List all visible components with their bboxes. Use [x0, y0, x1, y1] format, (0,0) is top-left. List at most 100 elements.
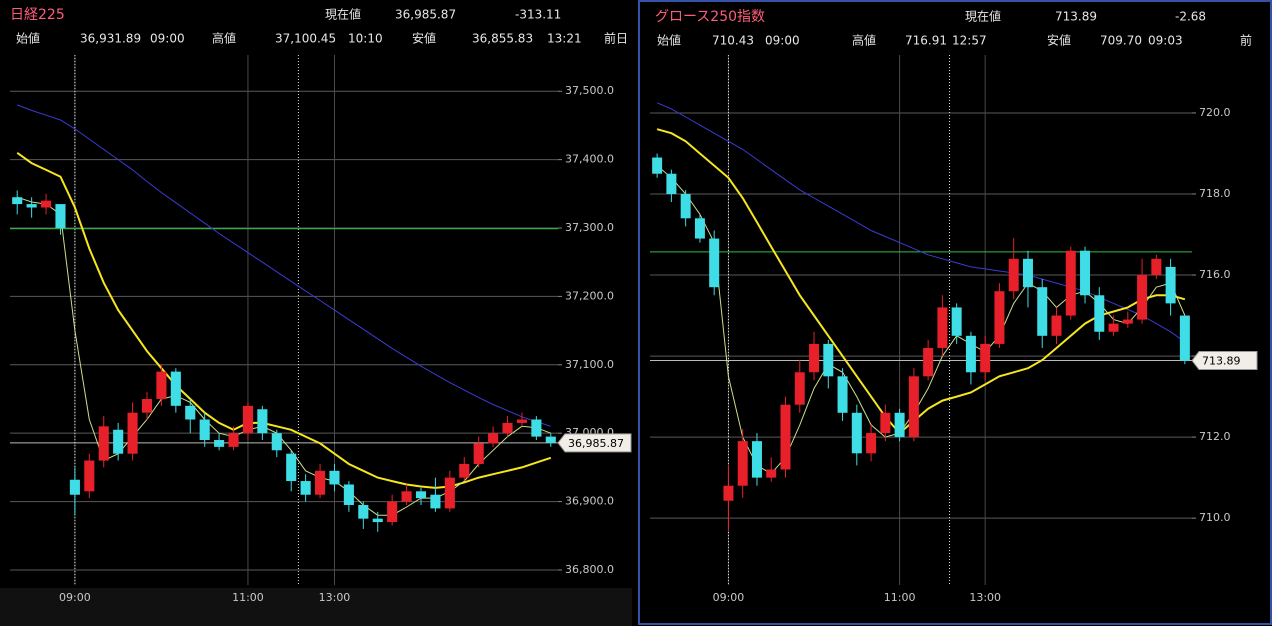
candle-body: [387, 501, 398, 523]
time-strip: [0, 588, 632, 626]
y-tick-label: 710.0: [1199, 511, 1231, 524]
quote-label: 現在値: [325, 7, 361, 22]
candle-body: [923, 347, 934, 377]
candle-body: [473, 443, 484, 464]
candle-body: [1137, 275, 1148, 320]
candle-body: [26, 204, 37, 208]
stat-value: 716.91: [905, 34, 947, 48]
candle-body: [1080, 250, 1091, 296]
candle-body: [286, 453, 297, 482]
y-tick-label: 37,100.0: [565, 358, 614, 371]
candle-body: [199, 419, 210, 441]
candle-body: [516, 419, 527, 423]
stat-value: 36,855.83: [472, 32, 533, 46]
candle-body: [1022, 258, 1033, 288]
candle-body: [84, 460, 95, 492]
x-tick-label: 09:00: [59, 591, 91, 604]
candle-body: [242, 405, 253, 434]
stat-label: 高値: [212, 31, 236, 46]
y-tick-label: 712.0: [1199, 430, 1231, 443]
candle-body: [1008, 258, 1019, 292]
x-tick-label: 11:00: [884, 591, 916, 604]
candle-body: [444, 477, 455, 509]
candle-body: [908, 376, 919, 438]
y-tick-label: 718.0: [1199, 187, 1231, 200]
candle-body: [823, 343, 834, 377]
stat-label: 始値: [657, 33, 681, 48]
candle-body: [214, 440, 225, 447]
candle-body: [894, 412, 905, 438]
candle-body: [185, 405, 196, 420]
candle-body: [343, 484, 354, 505]
x-tick-label: 13:00: [969, 591, 1001, 604]
stat-label: 前: [1240, 33, 1252, 48]
price-tag: 713.89: [1202, 355, 1241, 368]
stat-time: 09:03: [1148, 34, 1183, 48]
candle-body: [837, 376, 848, 413]
candle-body: [127, 412, 138, 454]
candle-body: [459, 463, 470, 478]
candle-body: [965, 335, 976, 373]
candle-body: [1094, 295, 1105, 332]
candle-body: [1037, 287, 1048, 336]
candle-body: [1108, 323, 1119, 332]
stat-label: 安値: [412, 31, 436, 46]
candle-body: [257, 409, 268, 434]
candle-body: [737, 441, 748, 486]
y-tick-label: 716.0: [1199, 268, 1231, 281]
panel-title: 日経225: [10, 7, 65, 23]
y-tick-label: 37,300.0: [565, 221, 614, 234]
candle-body: [1151, 258, 1162, 276]
active-panel-border: [638, 0, 1272, 625]
candle-body: [766, 469, 777, 478]
x-tick-label: 11:00: [232, 591, 264, 604]
panel: 日経225 現在値 36,985.87 -313.11 始値 36,931.89 09:00…: [10, 7, 632, 604]
y-tick-label: 36,800.0: [565, 563, 614, 576]
quote-change: -2.68: [1175, 10, 1206, 24]
candle-body: [694, 218, 705, 239]
candle-body: [372, 518, 383, 523]
candle-body: [415, 491, 427, 499]
stat-label: 高値: [852, 33, 876, 48]
candle-body: [794, 372, 805, 405]
candle-body: [937, 307, 948, 348]
candle-body: [709, 238, 720, 288]
candle-body: [1165, 266, 1176, 304]
candle-body: [430, 494, 441, 509]
candle-body: [401, 491, 412, 502]
candle-body: [315, 470, 326, 495]
candle-body: [141, 398, 153, 413]
candle-body: [113, 429, 124, 454]
x-tick-label: 13:00: [319, 591, 351, 604]
stat-label: 安値: [1047, 33, 1071, 48]
y-tick-label: 720.0: [1199, 106, 1231, 119]
candle-body: [358, 504, 369, 519]
candle-body: [994, 291, 1005, 344]
stat-value: 709.70: [1100, 34, 1142, 48]
candle-body: [488, 433, 499, 444]
y-tick-label: 37,400.0: [565, 153, 614, 166]
candle-body: [751, 441, 762, 478]
candle-body: [170, 371, 181, 406]
moving-average: [17, 104, 551, 427]
candle-body: [652, 157, 663, 174]
candle-body: [980, 343, 991, 373]
panel-title: グロース250指数: [655, 9, 765, 25]
y-tick-label: 37,200.0: [565, 289, 614, 302]
price-tag-box: [1191, 351, 1258, 371]
panel: グロース250指数 現在値 713.89 -2.68 始値 710.43 09:00 高値 71…: [650, 9, 1258, 604]
price-tag: 36,985.87: [568, 437, 624, 450]
candle-body: [12, 197, 23, 205]
candle-body: [780, 404, 791, 470]
candle-body: [809, 343, 820, 373]
candle-body: [55, 204, 66, 229]
stat-label: 始値: [16, 31, 40, 46]
candle-body: [1179, 315, 1190, 361]
stat-time: 09:00: [150, 32, 185, 46]
candle-body: [723, 485, 734, 501]
candle-body: [866, 433, 877, 454]
candle-body: [531, 419, 542, 437]
candle-body: [851, 412, 862, 454]
